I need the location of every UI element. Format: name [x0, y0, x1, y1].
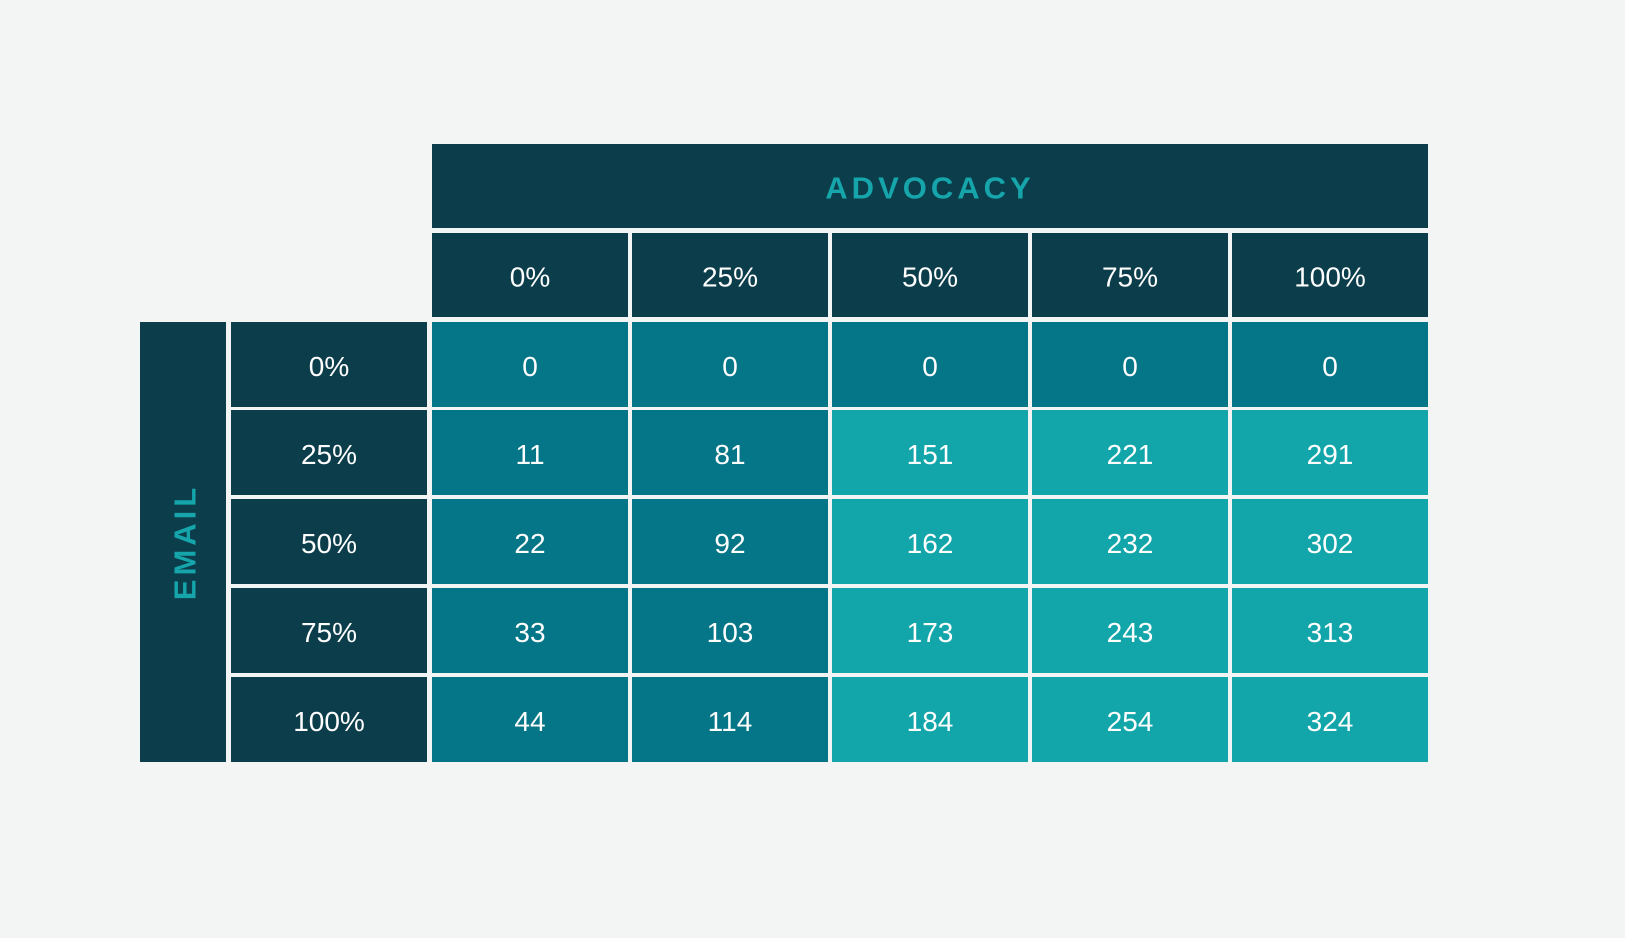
heatmap-cell [1032, 410, 1228, 495]
heatmap-cell-value: 11 [515, 439, 544, 470]
row-axis-title-email: EMAIL [168, 484, 203, 600]
row-header-label: 75% [301, 617, 357, 648]
heatmap-cell [632, 677, 828, 762]
heatmap-cell-value: 151 [907, 439, 954, 470]
heatmap-cell-value: 22 [514, 528, 545, 559]
row-header-cell [231, 677, 427, 762]
heatmap-cell [632, 322, 828, 407]
heatmap-cell [1032, 499, 1228, 584]
heatmap-cell-value: 92 [714, 528, 745, 559]
heatmap-cell-value: 302 [1307, 528, 1354, 559]
col-header-label: 0% [510, 262, 550, 293]
heatmap-cell-value: 0 [1122, 351, 1138, 382]
heatmap-cell [432, 322, 628, 407]
heatmap-cell-value: 162 [907, 528, 954, 559]
row-header-label: 100% [293, 706, 365, 737]
heatmap-cell-value: 243 [1107, 617, 1154, 648]
row-header-cell [231, 499, 427, 584]
heatmap-cell [432, 499, 628, 584]
heatmap-cell-value: 173 [907, 617, 954, 648]
heatmap-cell-value: 0 [1322, 351, 1338, 382]
heatmap-cell-value: 0 [722, 351, 738, 382]
col-header-label: 100% [1294, 262, 1366, 293]
heatmap-cell-value: 324 [1307, 706, 1354, 737]
heatmap-cell [1232, 410, 1428, 495]
heatmap-cell-value: 0 [922, 351, 938, 382]
heatmap-cell [1232, 588, 1428, 673]
col-header-cell [632, 233, 828, 317]
heatmap-cell-value: 33 [514, 617, 545, 648]
heatmap-cell [432, 410, 628, 495]
heatmap-cell-value: 291 [1307, 439, 1354, 470]
heatmap-cell-value: 254 [1107, 706, 1154, 737]
col-header-label: 75% [1102, 262, 1158, 293]
col-axis-title-advocacy: ADVOCACY [825, 171, 1034, 206]
heatmap-cell [832, 677, 1028, 762]
heatmap-cell [1232, 677, 1428, 762]
col-header-cell [432, 233, 628, 317]
heatmap-cell [1032, 322, 1228, 407]
col-header-cell [1232, 233, 1428, 317]
heatmap-cell [1032, 677, 1228, 762]
heatmap-cell [832, 588, 1028, 673]
heatmap-cell-value: 81 [714, 439, 745, 470]
row-header-cell [231, 588, 427, 673]
heatmap-cell-value: 221 [1107, 439, 1154, 470]
heatmap-cell [432, 588, 628, 673]
row-header-label: 25% [301, 439, 357, 470]
heatmap-cell [832, 322, 1028, 407]
heatmap-cell-value: 184 [907, 706, 954, 737]
heatmap-cell [632, 499, 828, 584]
row-header-cell [231, 410, 427, 495]
heatmap-cell-value: 0 [522, 351, 538, 382]
row-header-cell [231, 322, 427, 407]
heatmap-cell [1232, 322, 1428, 407]
heatmap-cell [632, 588, 828, 673]
row-axis-title-band [140, 322, 226, 762]
row-header-label: 50% [301, 528, 357, 559]
heatmap-cell [632, 410, 828, 495]
row-header-label: 0% [309, 351, 349, 382]
heatmap-cell [432, 677, 628, 762]
heatmap-cell [832, 499, 1028, 584]
heatmap-cell [832, 410, 1028, 495]
col-axis-title-band [432, 144, 1428, 228]
col-header-label: 25% [702, 262, 758, 293]
heatmap-cell-value: 114 [708, 706, 753, 737]
heatmap-cell-value: 44 [514, 706, 545, 737]
heatmap-cell [1232, 499, 1428, 584]
heatmap-cell-value: 232 [1107, 528, 1154, 559]
heatmap-cell-value: 313 [1307, 617, 1354, 648]
heatmap-cell [1032, 588, 1228, 673]
col-header-label: 50% [902, 262, 958, 293]
heatmap-cell-value: 103 [707, 617, 754, 648]
col-header-cell [1032, 233, 1228, 317]
col-header-cell [832, 233, 1028, 317]
